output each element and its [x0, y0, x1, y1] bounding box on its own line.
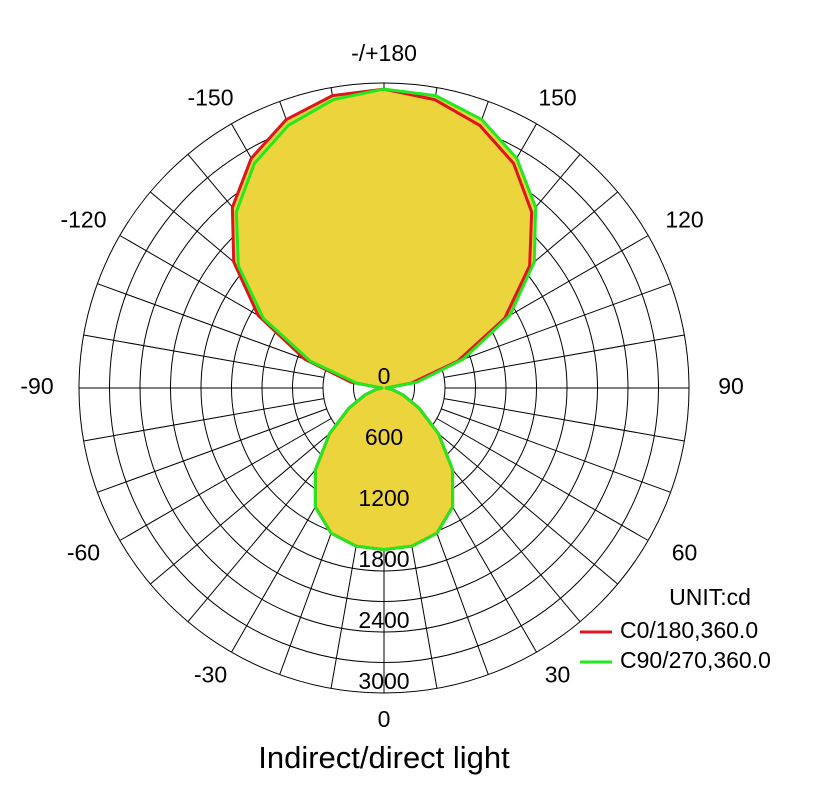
- angle-tick-label: -150: [187, 85, 233, 111]
- spoke: [119, 418, 332, 541]
- angle-tick-label: -90: [20, 373, 53, 399]
- angle-tick-label: 60: [672, 540, 698, 566]
- r-tick-label: 1800: [358, 546, 409, 572]
- r-tick-label: 600: [365, 424, 403, 450]
- legend-label: C90/270,360.0: [620, 647, 771, 673]
- angle-tick-label: 0: [378, 706, 391, 732]
- spoke: [97, 283, 327, 368]
- spoke: [97, 408, 327, 493]
- spoke: [83, 334, 325, 378]
- spoke: [430, 426, 618, 585]
- angle-tick-label: 120: [665, 207, 703, 233]
- spoke: [441, 408, 671, 493]
- angle-tick-label: 150: [538, 85, 576, 111]
- angle-tick-label: -60: [67, 540, 100, 566]
- r-tick-label: 2400: [358, 607, 409, 633]
- r-tick-label: 1200: [358, 485, 409, 511]
- angle-tick-label: 90: [718, 373, 744, 399]
- spoke: [436, 418, 649, 541]
- spoke: [441, 283, 671, 368]
- spoke: [150, 426, 338, 585]
- angle-tick-label: -30: [194, 661, 227, 687]
- legend-label: C0/180,360.0: [620, 617, 758, 643]
- data: [230, 87, 538, 552]
- labels: 0 600 1200 1800 2400 3000 -/+180 150 120 90 60 30 0 -…: [20, 40, 771, 732]
- r-tick-label: 0: [378, 363, 391, 389]
- spoke: [83, 398, 325, 442]
- series-line: [234, 87, 538, 552]
- r-tick-label: 3000: [358, 668, 409, 694]
- spoke: [443, 398, 685, 442]
- unit-label: UNIT:cd: [669, 584, 751, 610]
- area-fill: [236, 89, 536, 550]
- angle-tick-label: 30: [545, 661, 571, 687]
- chart-title: Indirect/direct light: [258, 740, 510, 775]
- spoke: [443, 334, 685, 378]
- angle-tick-label: -120: [60, 207, 106, 233]
- angle-tick-label: -/+180: [351, 40, 417, 66]
